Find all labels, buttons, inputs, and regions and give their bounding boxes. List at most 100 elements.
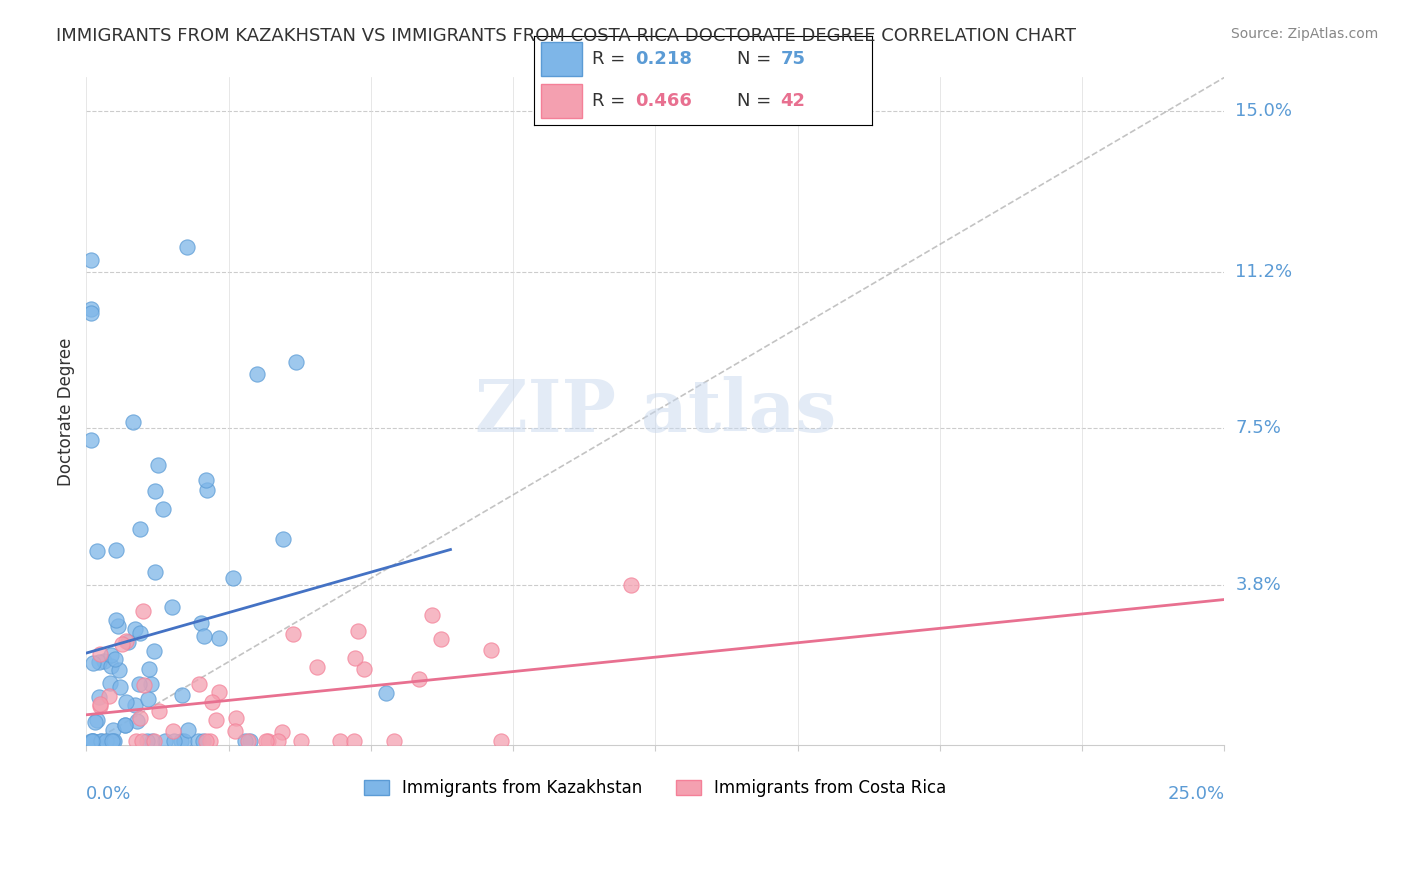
FancyBboxPatch shape <box>541 84 582 118</box>
Point <box>139 677 162 691</box>
Point <box>138 662 160 676</box>
Point <box>239 734 262 748</box>
Point <box>198 734 221 748</box>
Point <box>93 654 115 668</box>
Point <box>236 734 259 748</box>
Text: R =: R = <box>592 50 631 68</box>
Point <box>101 723 124 737</box>
Point <box>173 734 195 748</box>
Point <box>131 734 153 748</box>
Point <box>329 734 352 748</box>
Point <box>82 734 104 748</box>
Text: 0.218: 0.218 <box>636 50 693 68</box>
Point <box>224 724 246 739</box>
Point <box>80 734 103 748</box>
Point <box>430 632 453 646</box>
Text: ZIP atlas: ZIP atlas <box>475 376 837 447</box>
Point <box>125 714 148 728</box>
Point <box>201 694 224 708</box>
Point <box>408 673 430 687</box>
Point <box>80 302 103 317</box>
Point <box>420 607 443 622</box>
Point <box>98 734 121 748</box>
Point <box>82 734 104 748</box>
Point <box>208 631 231 645</box>
Point <box>117 635 139 649</box>
Point <box>80 433 103 447</box>
Point <box>89 698 111 713</box>
Text: 11.2%: 11.2% <box>1236 263 1292 281</box>
Point <box>128 677 150 691</box>
Point <box>128 711 150 725</box>
Point <box>343 734 366 748</box>
Point <box>163 734 186 748</box>
Point <box>132 604 155 618</box>
Point <box>193 629 215 643</box>
Point <box>176 239 198 253</box>
Point <box>284 355 307 369</box>
Text: N =: N = <box>737 92 776 110</box>
Point <box>97 690 120 704</box>
Y-axis label: Doctorate Degree: Doctorate Degree <box>58 337 75 485</box>
Point <box>148 704 170 718</box>
Point <box>169 734 191 748</box>
Point <box>129 626 152 640</box>
Point <box>283 627 305 641</box>
Point <box>87 690 110 704</box>
Point <box>270 724 292 739</box>
Point <box>104 613 127 627</box>
Point <box>101 734 124 748</box>
Point <box>225 711 247 725</box>
Point <box>80 306 103 320</box>
Legend: Immigrants from Kazakhstan, Immigrants from Costa Rica: Immigrants from Kazakhstan, Immigrants f… <box>357 772 953 804</box>
Point <box>115 695 138 709</box>
Point <box>138 692 160 706</box>
Point <box>152 501 174 516</box>
Point <box>187 677 209 691</box>
Point <box>155 734 177 748</box>
Point <box>122 415 145 429</box>
Point <box>87 656 110 670</box>
Point <box>141 734 163 748</box>
Point <box>375 686 398 700</box>
FancyBboxPatch shape <box>541 42 582 76</box>
Point <box>103 734 125 748</box>
Point <box>191 734 214 748</box>
Point <box>195 483 218 497</box>
Point <box>187 734 209 748</box>
Point <box>235 734 257 748</box>
Point <box>82 656 104 670</box>
Text: R =: R = <box>592 92 631 110</box>
Point <box>194 734 217 748</box>
Text: N =: N = <box>737 50 776 68</box>
Point <box>382 734 405 748</box>
Point <box>172 688 194 702</box>
Point <box>101 734 124 748</box>
Point <box>190 615 212 630</box>
Point <box>246 368 269 382</box>
Point <box>94 734 117 748</box>
Text: 0.0%: 0.0% <box>86 785 132 804</box>
Point <box>104 652 127 666</box>
Point <box>290 734 312 748</box>
Point <box>143 734 166 748</box>
Point <box>194 474 217 488</box>
Point <box>136 734 159 748</box>
Text: 7.5%: 7.5% <box>1236 419 1281 437</box>
Point <box>267 734 290 748</box>
Text: 42: 42 <box>780 92 806 110</box>
Point <box>90 734 112 748</box>
Point <box>124 698 146 713</box>
Text: Source: ZipAtlas.com: Source: ZipAtlas.com <box>1230 27 1378 41</box>
Point <box>80 253 103 268</box>
Point <box>89 647 111 661</box>
Point <box>160 599 183 614</box>
Point <box>307 660 329 674</box>
Point <box>105 542 128 557</box>
Point <box>254 734 277 748</box>
Point <box>142 644 165 658</box>
Point <box>273 532 295 546</box>
Point <box>347 624 370 639</box>
Point <box>222 571 245 585</box>
Text: 3.8%: 3.8% <box>1236 575 1281 594</box>
